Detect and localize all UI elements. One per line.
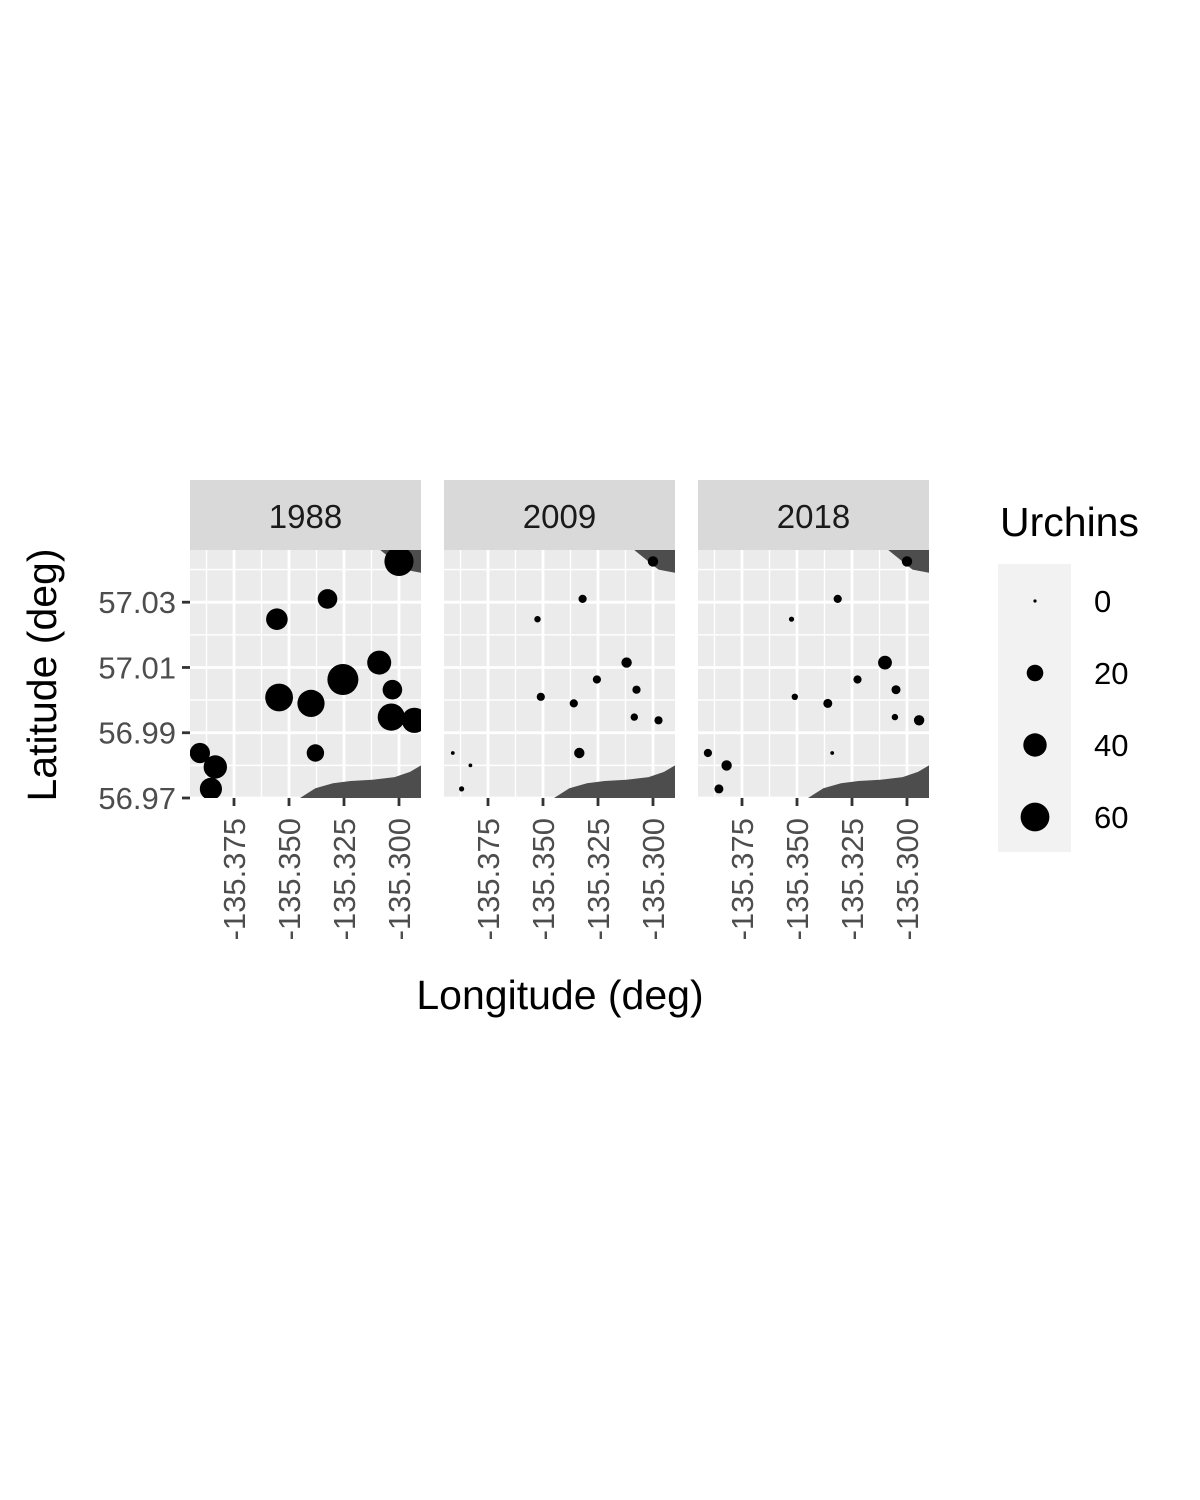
data-point	[265, 683, 293, 712]
data-point	[306, 744, 325, 762]
x-tick-label: -135.375	[217, 818, 252, 940]
legend-key-label: 40	[1094, 728, 1128, 763]
data-point	[534, 616, 541, 623]
data-point	[574, 747, 585, 759]
data-point	[578, 594, 587, 604]
land-south-shore	[808, 765, 929, 798]
data-point	[714, 784, 724, 794]
data-point	[830, 751, 835, 755]
facet-strip	[444, 480, 675, 550]
data-point	[833, 594, 842, 604]
size-legend: Urchins 0 20 40 60	[998, 499, 1139, 852]
facet-strip-label: 2009	[523, 498, 596, 535]
y-tick-label: 57.03	[98, 585, 176, 620]
data-point	[913, 715, 925, 726]
data-point	[647, 556, 659, 567]
x-tick-label: -135.375	[725, 818, 760, 940]
data-point	[536, 692, 545, 701]
data-point	[401, 707, 421, 733]
data-point	[891, 713, 899, 721]
data-point	[459, 786, 465, 792]
data-point	[592, 675, 602, 684]
data-point	[721, 760, 732, 771]
data-point	[630, 713, 638, 721]
data-point	[621, 657, 632, 668]
legend-key-label: 0	[1094, 584, 1111, 619]
data-point	[654, 716, 663, 725]
data-point	[190, 742, 210, 764]
data-point	[878, 655, 892, 670]
data-point	[823, 698, 833, 708]
facet-panels: 1988-135.375 -135.350 -135.325 -135.3002009…	[190, 480, 929, 940]
data-point	[199, 777, 222, 798]
panel-content	[190, 550, 421, 798]
facet-strip	[190, 480, 421, 550]
y-tick-label: 57.01	[98, 650, 176, 685]
x-tick-label: -135.325	[581, 818, 616, 940]
data-point	[327, 664, 359, 695]
data-point	[853, 675, 862, 684]
data-point	[788, 616, 795, 622]
panel-content	[698, 550, 929, 798]
x-tick-label: -135.300	[636, 818, 671, 940]
x-tick-label: -135.300	[382, 818, 417, 940]
legend-key-point	[1023, 733, 1047, 757]
data-point	[891, 685, 901, 695]
facet-2018: 2018 -135.375 -135.350 -135.325 -135.300	[698, 480, 929, 940]
data-point	[367, 650, 392, 675]
x-axis-title: Longitude (deg)	[416, 972, 703, 1018]
data-point	[203, 755, 227, 779]
facet-1988: 1988 -135.375 -135.350 -135.325 -135.300	[190, 480, 421, 940]
legend-title: Urchins	[1000, 499, 1139, 545]
data-point	[901, 556, 913, 567]
x-tick-label: -135.350	[780, 818, 815, 940]
x-tick-label: -135.325	[327, 818, 362, 940]
data-point	[632, 685, 641, 694]
x-tick-label: -135.325	[835, 818, 870, 940]
y-tick-label: 56.99	[98, 716, 176, 751]
data-point	[266, 608, 288, 630]
data-point	[791, 693, 798, 700]
facet-strip-label: 2018	[777, 498, 850, 535]
land-south-shore	[300, 765, 421, 798]
data-point	[382, 679, 403, 700]
x-tick-label: -135.375	[471, 818, 506, 940]
legend-key-point	[1020, 802, 1050, 832]
legend-key-label: 20	[1094, 656, 1128, 691]
x-tick-label: -135.350	[272, 818, 307, 940]
legend-key-label: 60	[1094, 800, 1128, 835]
land-south-shore	[554, 765, 675, 798]
facet-strip-label: 1988	[269, 498, 342, 535]
panel-background	[444, 550, 675, 798]
data-point	[450, 751, 455, 755]
y-tick-label: 56.97	[98, 781, 176, 816]
data-point	[569, 699, 578, 708]
y-axis: 56.97 56.99 57.01 57.03	[98, 585, 190, 816]
facet-strip	[698, 480, 929, 550]
y-axis-title: Latitude (deg)	[19, 548, 65, 801]
panel-content	[444, 550, 675, 798]
data-point	[468, 763, 473, 768]
panel-background	[698, 550, 929, 798]
data-point	[377, 703, 405, 731]
legend-key-point	[1033, 599, 1037, 603]
data-point	[297, 689, 325, 718]
facet-2009: 2009 -135.375 -135.350 -135.325 -135.300	[444, 480, 675, 940]
legend-key-point	[1026, 664, 1044, 682]
x-tick-label: -135.350	[526, 818, 561, 940]
data-point	[317, 589, 338, 609]
data-point	[703, 748, 713, 758]
data-point	[384, 550, 414, 576]
x-tick-label: -135.300	[890, 818, 925, 940]
